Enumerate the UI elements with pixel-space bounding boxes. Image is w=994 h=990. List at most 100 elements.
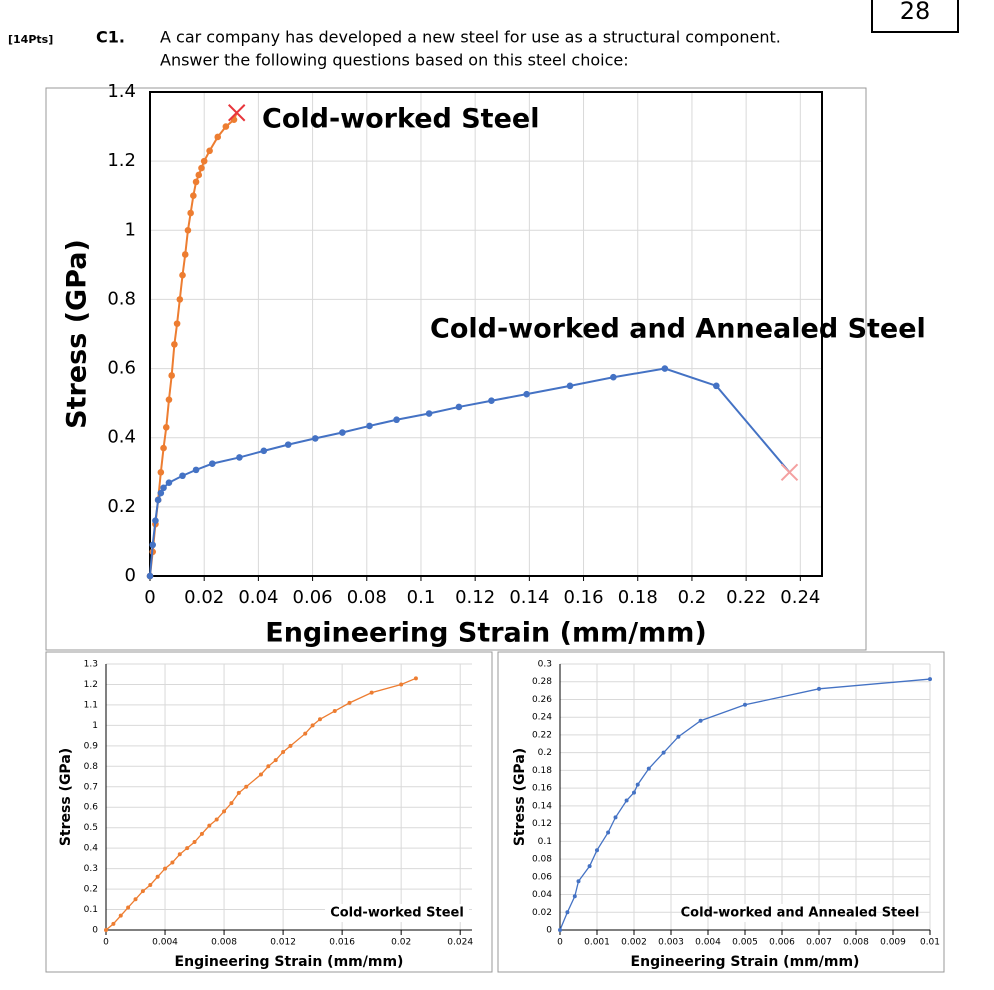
y-tick-label: 0 <box>546 926 552 936</box>
x-tick-label: 0.01 <box>920 938 940 948</box>
score-box <box>871 0 959 33</box>
data-point <box>310 723 315 728</box>
x-axis-label: Engineering Strain (mm/mm) <box>265 618 706 649</box>
y-tick-label: 0.8 <box>84 762 99 772</box>
y-tick-label: 1.3 <box>84 660 98 670</box>
data-point <box>661 750 666 755</box>
chart-frame <box>497 651 945 973</box>
y-tick-label: 0.6 <box>84 803 99 813</box>
data-point <box>613 815 618 820</box>
y-tick-label: 0.2 <box>84 885 98 895</box>
data-point <box>635 782 640 787</box>
x-tick-label: 0.24 <box>780 587 820 608</box>
score: 28 <box>900 0 931 25</box>
y-tick-label: 0.4 <box>84 844 99 854</box>
data-point <box>192 178 200 186</box>
x-tick-label: 0.08 <box>347 587 387 608</box>
data-point <box>399 682 404 687</box>
data-point <box>566 382 574 390</box>
y-tick-label: 0.3 <box>84 864 98 874</box>
data-point <box>165 479 173 486</box>
data-point <box>162 424 170 431</box>
data-point <box>148 882 153 887</box>
y-tick-label: 0.4 <box>107 427 136 448</box>
data-point <box>168 372 175 379</box>
question-number: C1. <box>96 28 125 47</box>
y-tick-label: 0.16 <box>532 784 552 794</box>
y-tick-label: 0 <box>92 926 98 936</box>
data-point <box>157 489 165 497</box>
data-point <box>154 496 162 504</box>
x-tick-label: 0.06 <box>293 587 333 608</box>
data-point <box>185 846 190 851</box>
data-point <box>207 823 212 828</box>
data-point <box>198 164 205 172</box>
y-tick-label: 0.2 <box>107 496 136 517</box>
data-point <box>181 251 189 258</box>
data-point <box>222 123 230 130</box>
data-point <box>176 296 184 303</box>
data-point <box>152 517 159 524</box>
x-tick-label: 0.003 <box>658 938 684 948</box>
y-tick-label: 0.26 <box>532 695 552 705</box>
x-tick-label: 0 <box>557 938 563 948</box>
y-tick-label: 0.02 <box>532 908 552 918</box>
data-point <box>200 157 208 165</box>
x-tick-label: 0.22 <box>726 587 766 608</box>
y-tick-label: 1 <box>125 219 136 240</box>
data-point <box>192 840 197 845</box>
data-point <box>587 864 592 869</box>
y-tick-label: 0.3 <box>538 660 552 670</box>
y-tick-label: 1.1 <box>84 700 98 710</box>
data-point <box>281 749 286 754</box>
y-tick-label: 0.8 <box>107 288 136 309</box>
data-point <box>179 472 186 480</box>
y-tick-label: 0.22 <box>532 730 552 740</box>
y-tick-label: 0.1 <box>538 837 552 847</box>
data-point <box>743 702 747 707</box>
y-tick-label: 1.2 <box>107 150 136 171</box>
data-point <box>149 541 157 549</box>
question-line: Answer the following questions based on … <box>160 51 629 70</box>
series-label: Cold-worked Steel <box>330 906 464 921</box>
data-point <box>165 396 173 403</box>
data-point <box>214 817 219 822</box>
y-tick-label: 0.06 <box>532 872 552 882</box>
data-point <box>606 830 611 835</box>
data-point <box>177 852 182 857</box>
x-tick-label: 0 <box>103 938 109 948</box>
data-point <box>184 226 192 234</box>
data-point <box>676 734 681 739</box>
data-point <box>190 192 197 200</box>
data-point <box>576 879 581 884</box>
data-point <box>624 798 629 803</box>
data-point <box>195 171 203 179</box>
y-tick-label: 0.28 <box>532 677 552 687</box>
data-point <box>171 341 178 348</box>
data-point <box>632 790 636 795</box>
y-tick-label: 0.1 <box>84 905 98 915</box>
y-tick-label: 0.9 <box>84 741 99 751</box>
data-point <box>160 484 167 492</box>
y-tick-label: 0.24 <box>532 713 552 723</box>
data-point <box>173 320 181 327</box>
y-tick-label: 0.12 <box>532 819 552 829</box>
data-point <box>236 454 243 461</box>
data-point <box>244 784 249 789</box>
y-tick-label: 0 <box>125 565 136 586</box>
data-point <box>425 410 433 417</box>
data-point <box>209 460 216 467</box>
data-point <box>206 147 213 155</box>
data-point <box>187 209 194 217</box>
data-point <box>303 731 308 736</box>
data-point <box>455 403 463 411</box>
data-point <box>179 271 186 279</box>
series-line <box>559 678 931 931</box>
y-tick-label: 0.2 <box>538 748 552 758</box>
points: [14Pts] <box>8 33 53 46</box>
x-tick-label: 0.012 <box>270 938 296 948</box>
data-point <box>572 894 577 899</box>
x-tick-label: 0.1 <box>407 587 436 608</box>
x-tick-label: 0.04 <box>238 587 278 608</box>
